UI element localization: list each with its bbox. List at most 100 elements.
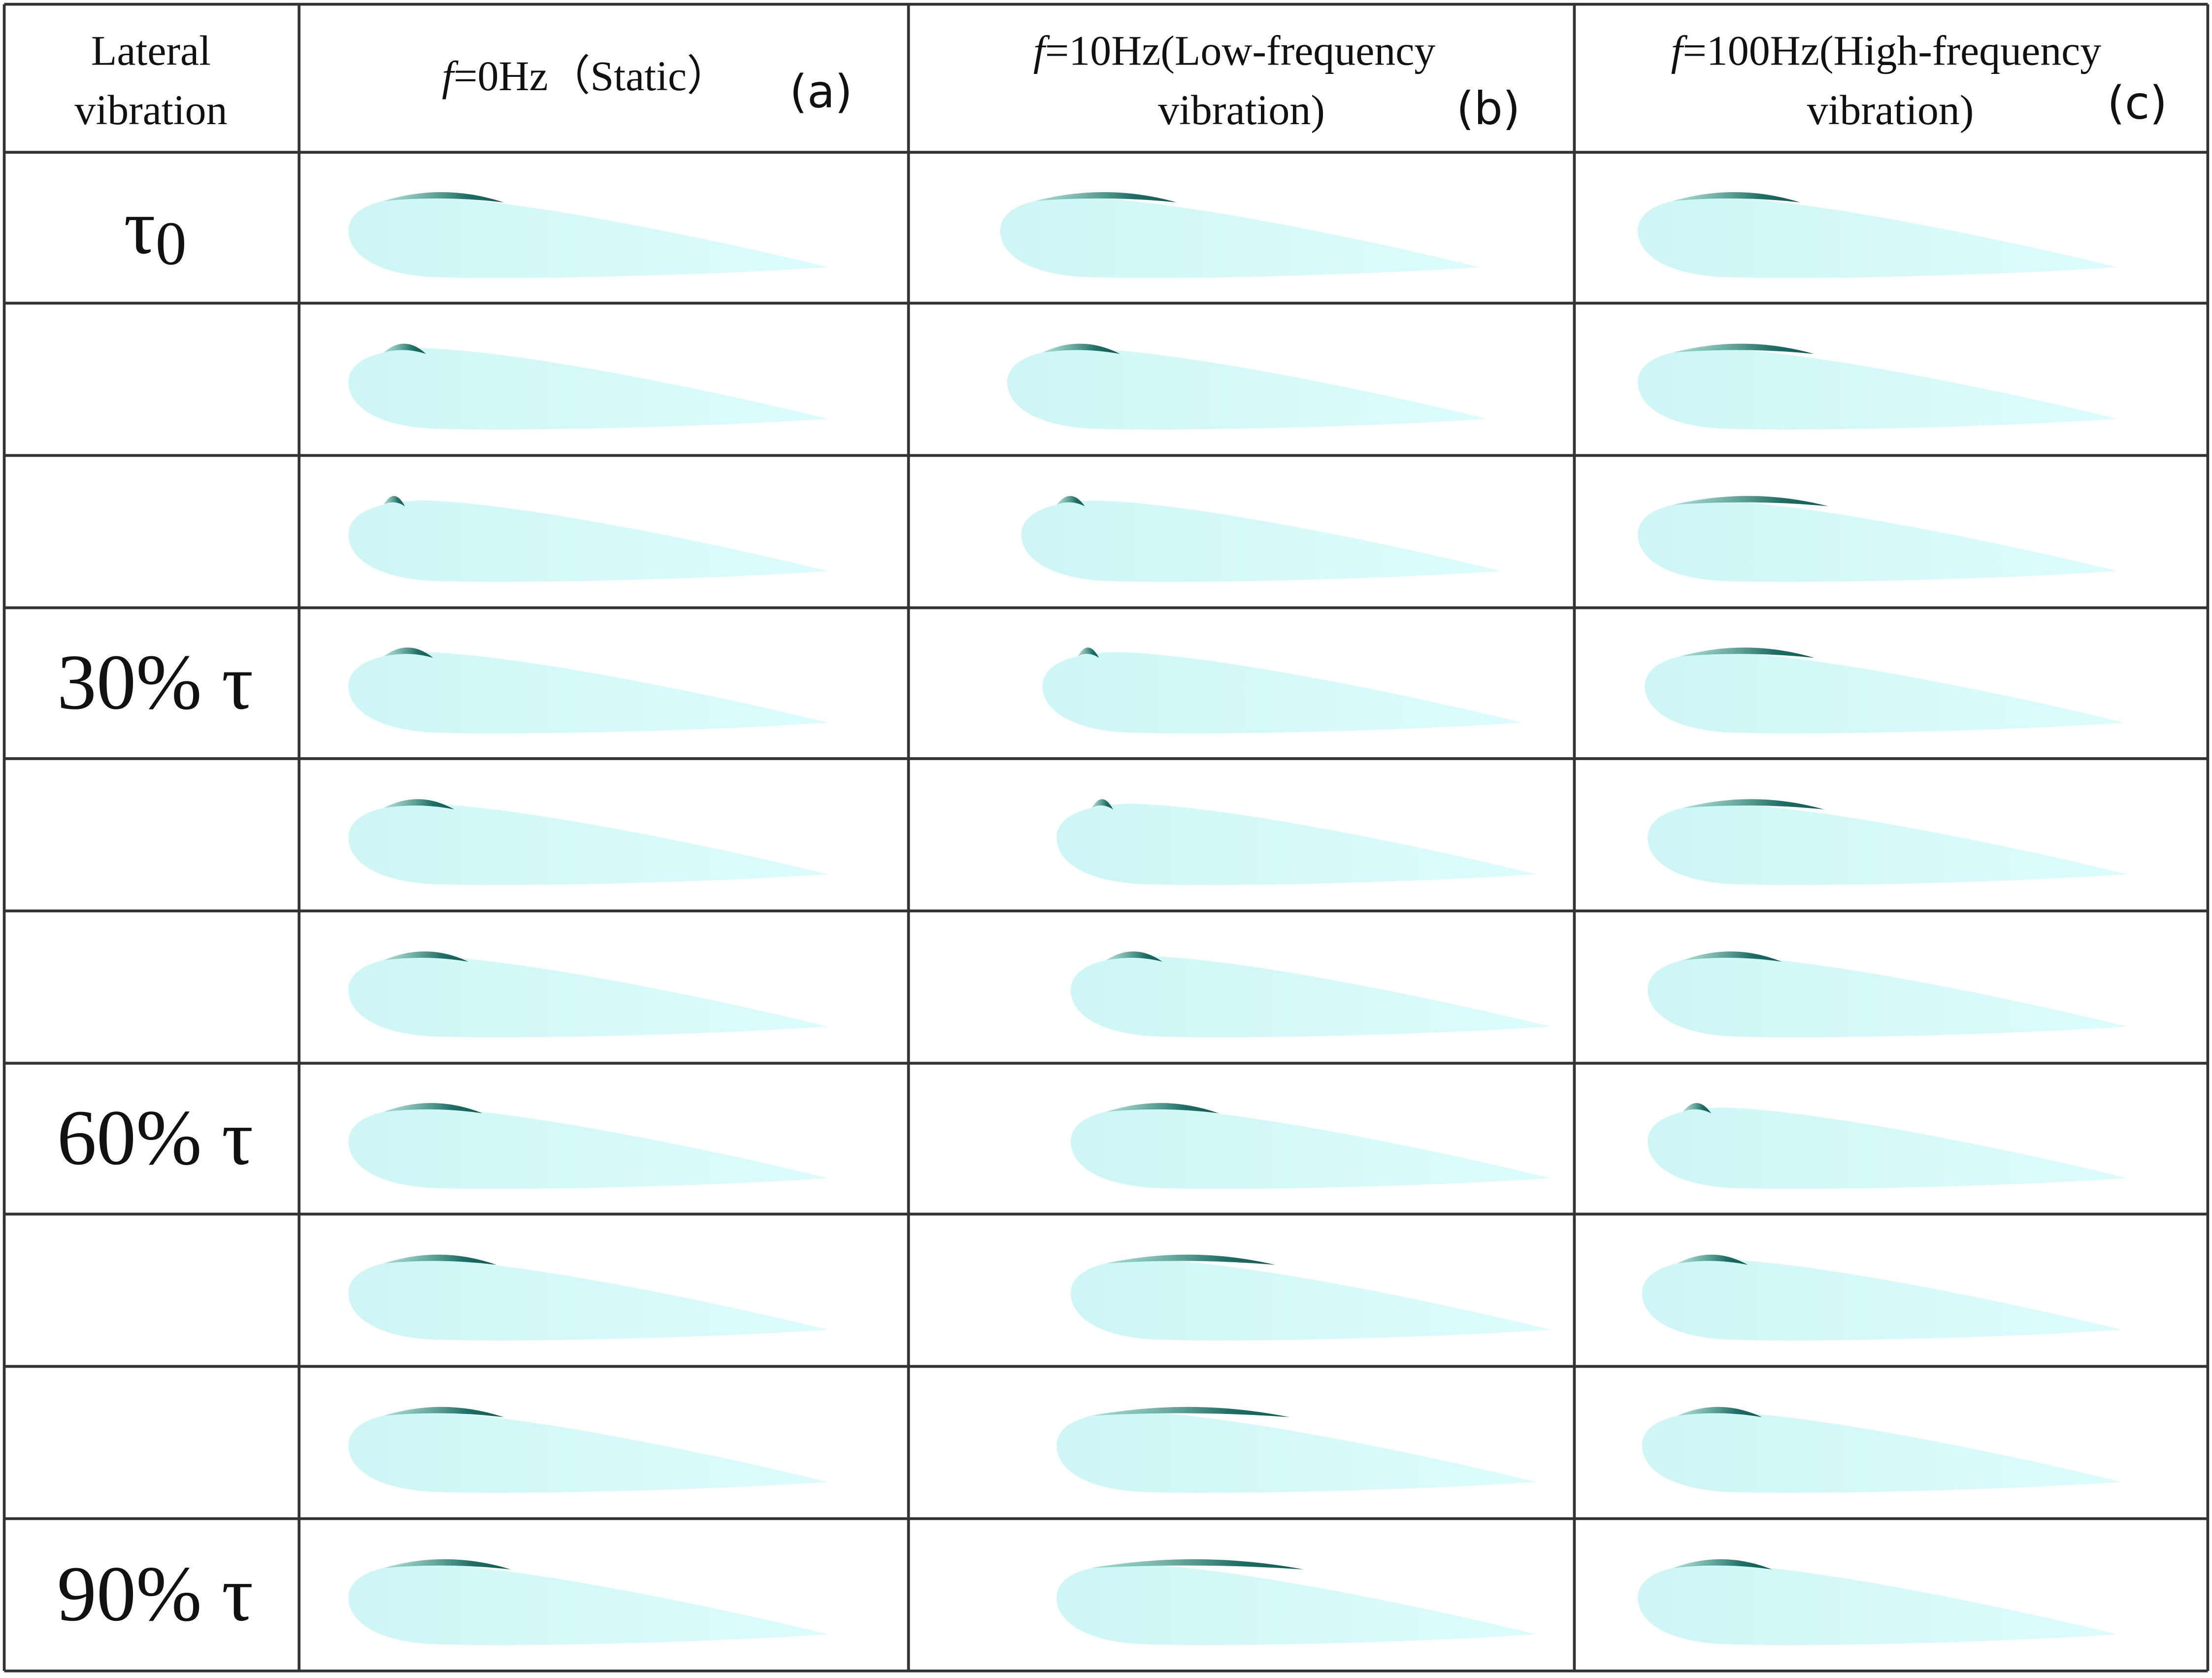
airfoil-body — [1638, 501, 2118, 582]
column-header: vibration) — [1807, 86, 1974, 134]
row-label-main: 90% τ — [57, 1550, 254, 1638]
airfoil — [348, 951, 828, 1038]
separation-bubble — [1042, 343, 1121, 354]
column-header: f=100Hz(High-frequency — [1671, 27, 2101, 74]
separation-bubble — [1106, 1254, 1276, 1265]
airfoil-body — [1021, 501, 1501, 582]
separation-bubble — [384, 192, 504, 202]
airfoil-body — [1645, 652, 2125, 734]
column-header: f=10Hz(Low-frequency — [1033, 27, 1436, 74]
separation-bubble — [1673, 1559, 1772, 1570]
airfoil — [1638, 496, 2118, 582]
airfoil-body — [348, 501, 828, 582]
airfoil-body — [1648, 956, 2128, 1038]
airfoil-body — [1070, 956, 1551, 1038]
column-header: f=0Hz（Static） — [442, 52, 729, 100]
airfoil-body — [1070, 1107, 1551, 1189]
airfoil-body — [1000, 197, 1480, 278]
airfoil-body — [1638, 1564, 2118, 1645]
airfoil — [1007, 343, 1487, 430]
row-label: 60% τ — [57, 1094, 254, 1181]
separation-bubble — [1683, 951, 1782, 962]
separation-bubble — [1091, 799, 1113, 809]
row-label: τ0 — [124, 183, 186, 278]
row-label: 90% τ — [57, 1550, 254, 1638]
airfoil-body — [1007, 348, 1487, 430]
row-label: 30% τ — [57, 638, 254, 726]
separation-bubble — [384, 496, 405, 506]
separation-bubble — [1106, 1103, 1219, 1113]
airfoil-body — [348, 197, 828, 278]
separation-bubble — [384, 1103, 483, 1113]
separation-bubble — [1677, 1407, 1762, 1417]
separation-bubble — [1673, 343, 1815, 354]
separation-bubble — [1035, 192, 1177, 202]
row-label-sub: 0 — [156, 210, 187, 278]
airfoil — [348, 343, 828, 430]
airfoil — [348, 1254, 828, 1341]
airfoil — [1056, 1407, 1537, 1493]
airfoil — [1638, 343, 2118, 430]
airfoil-body — [348, 1259, 828, 1341]
header-text: =0Hz（Static） — [454, 52, 729, 100]
airfoil — [348, 1407, 828, 1493]
corner-label: vibration — [74, 86, 227, 134]
airfoil-body — [348, 348, 828, 430]
separation-bubble — [1680, 647, 1815, 658]
airfoil-body — [1042, 652, 1522, 734]
row-label-main: τ — [124, 183, 155, 270]
separation-bubble — [1683, 1103, 1712, 1113]
airfoil — [1070, 1254, 1551, 1341]
airfoil — [348, 192, 828, 278]
airfoil-body — [1070, 1259, 1551, 1341]
airfoil-body — [348, 804, 828, 885]
panel-tag: (b) — [1456, 82, 1520, 135]
separation-bubble — [1091, 1407, 1289, 1417]
separation-bubble — [384, 647, 433, 658]
separation-bubble — [384, 799, 455, 809]
airfoil — [1648, 1103, 2128, 1189]
airfoil-body — [348, 652, 828, 734]
airfoil-body — [1642, 1259, 2122, 1341]
panel-tag: (c) — [2107, 76, 2167, 129]
airfoil — [348, 1103, 828, 1189]
separation-bubble — [384, 1254, 497, 1265]
airfoil — [1056, 799, 1537, 885]
airfoil — [1070, 951, 1551, 1038]
airfoil-body — [348, 956, 828, 1038]
airfoil-body — [1638, 348, 2118, 430]
separation-bubble — [1677, 1254, 1748, 1265]
airfoil-body — [1648, 804, 2128, 885]
separation-bubble — [1106, 951, 1163, 962]
airfoil-body — [348, 1411, 828, 1493]
separation-bubble — [384, 343, 426, 354]
airfoil — [348, 496, 828, 582]
separation-bubble — [384, 951, 468, 962]
airfoil — [1648, 951, 2128, 1038]
airfoil — [1642, 1254, 2122, 1341]
airfoil — [1056, 1559, 1537, 1645]
airfoil-body — [348, 1564, 828, 1645]
airfoil-body — [1056, 1564, 1537, 1645]
airfoil — [1021, 496, 1501, 582]
airfoil — [348, 799, 828, 885]
airfoil — [1000, 192, 1480, 278]
airfoil-body — [1056, 804, 1537, 885]
header-text: =100Hz(High-frequency — [1683, 27, 2101, 74]
row-label-main: 60% τ — [57, 1094, 254, 1181]
airfoil — [1642, 1407, 2122, 1493]
airfoil — [1638, 192, 2118, 278]
airfoil — [1070, 1103, 1551, 1189]
airfoil-body — [1648, 1107, 2128, 1189]
airfoil-body — [1056, 1411, 1537, 1493]
corner-label: Lateral — [91, 27, 211, 74]
airfoil — [348, 1559, 828, 1645]
airfoil-body — [1638, 197, 2118, 278]
separation-bubble — [384, 1559, 511, 1570]
airfoil — [1638, 1559, 2118, 1645]
separation-bubble — [1078, 647, 1099, 658]
airfoil-body — [1642, 1411, 2122, 1493]
airfoil-body — [348, 1107, 828, 1189]
header-text: vibration) — [1158, 86, 1325, 134]
separation-bubble — [1056, 496, 1085, 506]
